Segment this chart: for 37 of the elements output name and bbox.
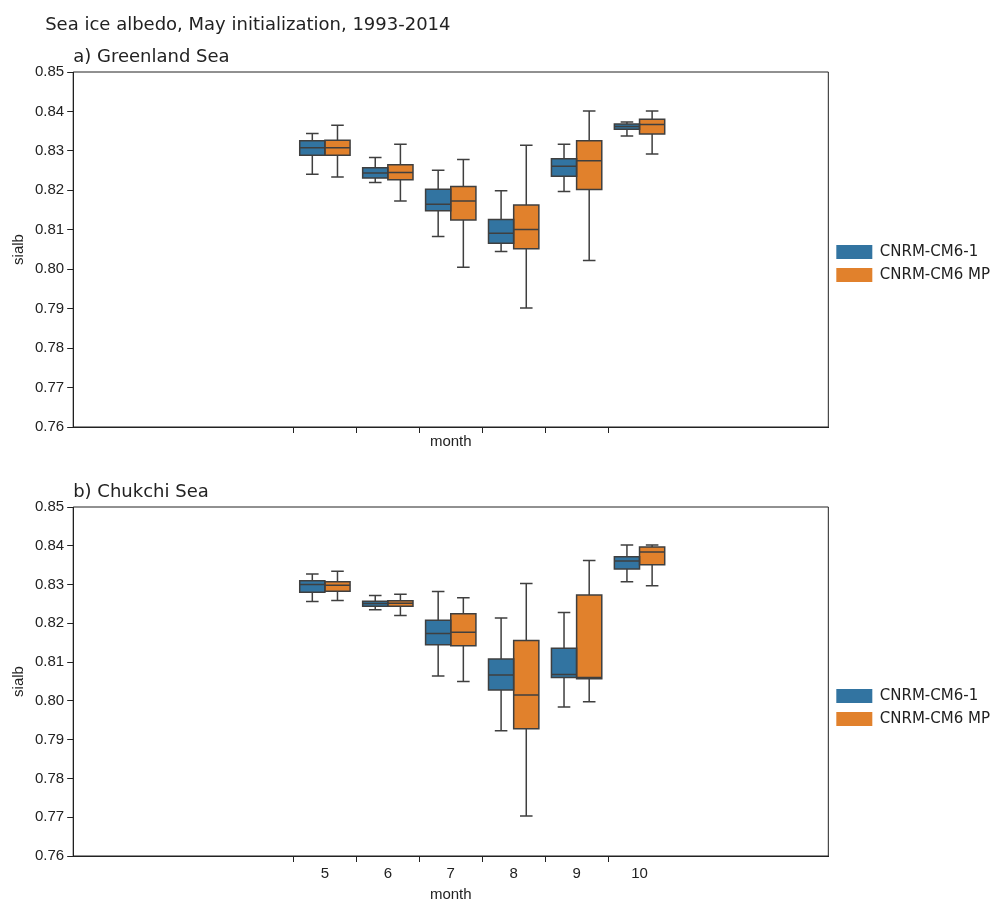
chart-subtitle: b) Chukchi Sea: [73, 479, 209, 501]
y-tick-label: 0.82: [34, 613, 65, 631]
chart-subtitle: a) Greenland Sea: [73, 44, 230, 66]
y-axis-title: sialb: [9, 234, 27, 265]
y-tick-label: 0.84: [34, 535, 65, 553]
y-axis-title: sialb: [9, 666, 27, 697]
y-tick-label: 0.85: [34, 62, 65, 80]
y-tick-label: 0.79: [34, 729, 65, 747]
y-tick-label: 0.83: [34, 141, 65, 159]
x-axis-title: month: [429, 432, 472, 450]
y-tick-label: 0.81: [34, 219, 65, 237]
y-tick-label: 0.76: [34, 417, 65, 435]
y-tick-label: 0.77: [34, 377, 65, 395]
x-tick-label: 8: [509, 864, 518, 882]
y-tick-label: 0.80: [34, 691, 65, 709]
legend-label: CNRM-CM6 MP: [879, 708, 990, 727]
x-axis-title: month: [429, 885, 472, 903]
y-tick-label: 0.84: [34, 101, 65, 119]
legend-label: CNRM-CM6-1: [879, 685, 979, 704]
y-tick-label: 0.76: [34, 846, 65, 864]
x-tick-label: 5: [320, 864, 330, 882]
y-tick-label: 0.79: [34, 298, 65, 316]
y-tick-label: 0.81: [34, 652, 65, 670]
x-tick-label: 7: [446, 864, 455, 882]
y-tick-label: 0.82: [34, 180, 65, 198]
y-tick-label: 0.83: [34, 574, 65, 592]
x-tick-label: 6: [383, 864, 392, 882]
legend-label: CNRM-CM6-1: [879, 241, 979, 260]
y-tick-label: 0.85: [34, 497, 65, 515]
chart-title: Sea ice albedo, May initialization, 1993-2014: [45, 12, 451, 34]
y-tick-label: 0.78: [34, 768, 65, 786]
x-tick-label: 10: [631, 864, 648, 882]
x-tick-label: 9: [572, 864, 581, 882]
y-tick-label: 0.77: [34, 807, 65, 825]
legend-label: CNRM-CM6 MP: [879, 264, 990, 283]
y-tick-label: 0.80: [34, 259, 65, 277]
y-tick-label: 0.78: [34, 338, 65, 356]
